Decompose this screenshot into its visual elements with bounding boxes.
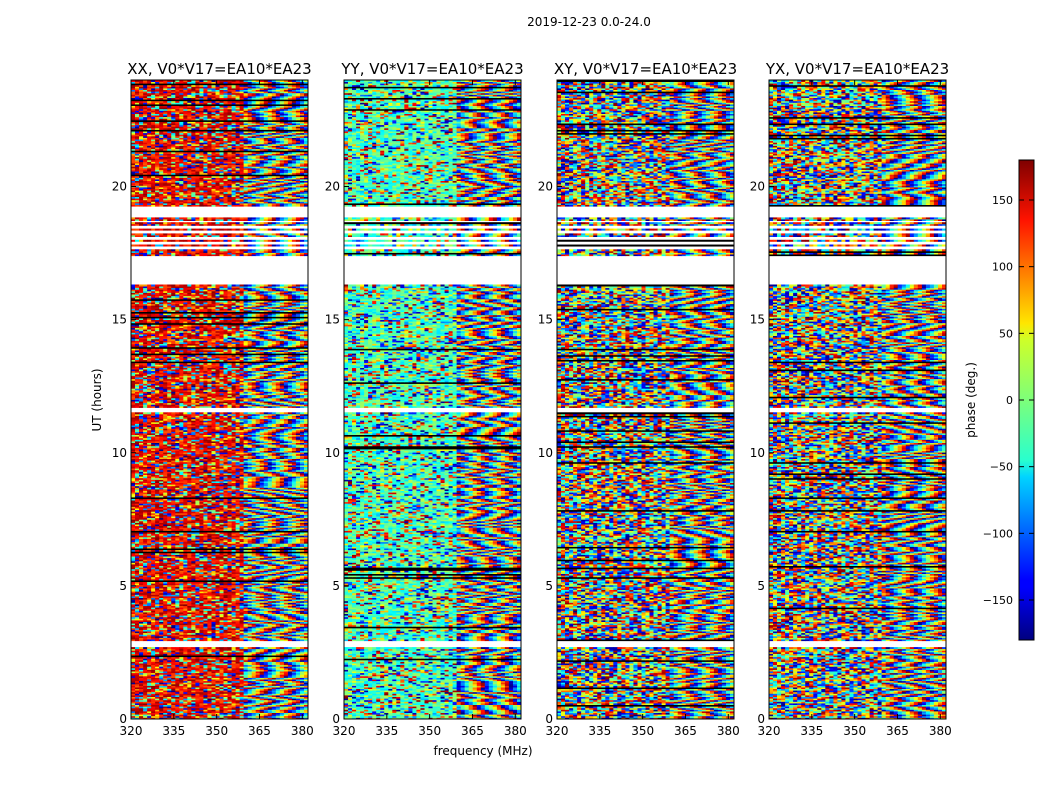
y-tick-label: 20 bbox=[112, 180, 127, 194]
x-tick-label: 320 bbox=[546, 724, 569, 738]
x-tick-label: 380 bbox=[291, 724, 314, 738]
x-axis-label: frequency (MHz) bbox=[433, 744, 532, 758]
y-tick-label: 15 bbox=[325, 313, 340, 327]
phase-heatmap bbox=[131, 80, 308, 719]
x-tick-label: 335 bbox=[162, 724, 185, 738]
phase-heatmap bbox=[769, 80, 946, 719]
phase-heatmap bbox=[344, 80, 521, 719]
y-tick-label: 10 bbox=[112, 446, 127, 460]
panel-xx: XX, V0*V17=EA10*EA23 320 335 350 365 380 0 5 10 1… bbox=[90, 60, 314, 738]
colorbar: 150 100 50 0 −50 −100 −150 phase (deg.) bbox=[964, 159, 1035, 641]
figure-title: 2019-12-23 0.0-24.0 bbox=[527, 15, 651, 29]
x-tick-label: 335 bbox=[800, 724, 823, 738]
y-tick-label: 15 bbox=[750, 313, 765, 327]
x-tick-label: 350 bbox=[205, 724, 228, 738]
y-tick-label: 20 bbox=[750, 180, 765, 194]
colorbar-tick-label: −100 bbox=[983, 527, 1013, 540]
y-tick-label: 20 bbox=[538, 180, 553, 194]
x-tick-label: 320 bbox=[120, 724, 143, 738]
phase-heatmap bbox=[557, 80, 734, 719]
y-tick-label: 10 bbox=[325, 446, 340, 460]
y-tick-label: 20 bbox=[325, 180, 340, 194]
panel-title: XX, V0*V17=EA10*EA23 bbox=[127, 60, 311, 78]
panel-yy: YY, V0*V17=EA10*EA23 320 335 350 365 380 0 5 10 1… bbox=[325, 60, 533, 758]
panel-xy: XY, V0*V17=EA10*EA23 320 335 350 365 380 0 5 10 1… bbox=[538, 60, 740, 738]
colorbar-tick-label: 50 bbox=[999, 327, 1013, 340]
x-tick-label: 350 bbox=[418, 724, 441, 738]
x-tick-label: 350 bbox=[843, 724, 866, 738]
y-tick-label: 15 bbox=[112, 313, 127, 327]
colorbar-label: phase (deg.) bbox=[964, 362, 978, 438]
x-tick-label: 365 bbox=[886, 724, 909, 738]
x-tick-label: 365 bbox=[461, 724, 484, 738]
y-tick-label: 5 bbox=[119, 579, 127, 593]
colorbar-tick-label: 100 bbox=[992, 261, 1013, 274]
colorbar-ticks: 150 100 50 0 −50 −100 −150 bbox=[983, 194, 1034, 607]
colorbar-tick-label: −150 bbox=[983, 594, 1013, 607]
x-tick-label: 350 bbox=[631, 724, 654, 738]
plot-frame bbox=[556, 79, 735, 720]
y-tick-label: 0 bbox=[332, 712, 340, 726]
y-tick-label: 0 bbox=[545, 712, 553, 726]
y-tick-label: 15 bbox=[538, 313, 553, 327]
colorbar-tick-label: 0 bbox=[1006, 394, 1013, 407]
y-axis-label: UT (hours) bbox=[90, 368, 104, 431]
panel-title: XY, V0*V17=EA10*EA23 bbox=[554, 60, 737, 78]
x-tick-label: 320 bbox=[758, 724, 781, 738]
y-tick-label: 10 bbox=[538, 446, 553, 460]
panel-yx: YX, V0*V17=EA10*EA23 320 335 350 365 380 0 5 10 1… bbox=[750, 60, 952, 738]
x-tick-label: 365 bbox=[674, 724, 697, 738]
x-tick-label: 320 bbox=[333, 724, 356, 738]
y-tick-label: 10 bbox=[750, 446, 765, 460]
colorbar-tick-label: −50 bbox=[990, 461, 1013, 474]
y-tick-label: 5 bbox=[545, 579, 553, 593]
plot-frame bbox=[768, 79, 947, 720]
panel-title: YY, V0*V17=EA10*EA23 bbox=[340, 60, 523, 78]
panel-title: YX, V0*V17=EA10*EA23 bbox=[765, 60, 949, 78]
x-tick-label: 380 bbox=[504, 724, 527, 738]
y-tick-label: 0 bbox=[757, 712, 765, 726]
y-tick-label: 0 bbox=[119, 712, 127, 726]
x-tick-label: 335 bbox=[588, 724, 611, 738]
y-tick-label: 5 bbox=[332, 579, 340, 593]
x-tick-label: 380 bbox=[929, 724, 952, 738]
x-tick-label: 335 bbox=[375, 724, 398, 738]
x-tick-label: 365 bbox=[248, 724, 271, 738]
panels: XX, V0*V17=EA10*EA23 320 335 350 365 380 0 5 10 1… bbox=[90, 60, 952, 758]
x-tick-label: 380 bbox=[717, 724, 740, 738]
y-tick-label: 5 bbox=[757, 579, 765, 593]
plot-frame bbox=[343, 79, 522, 720]
colorbar-tick-label: 150 bbox=[992, 194, 1013, 207]
plot-frame bbox=[130, 79, 309, 720]
